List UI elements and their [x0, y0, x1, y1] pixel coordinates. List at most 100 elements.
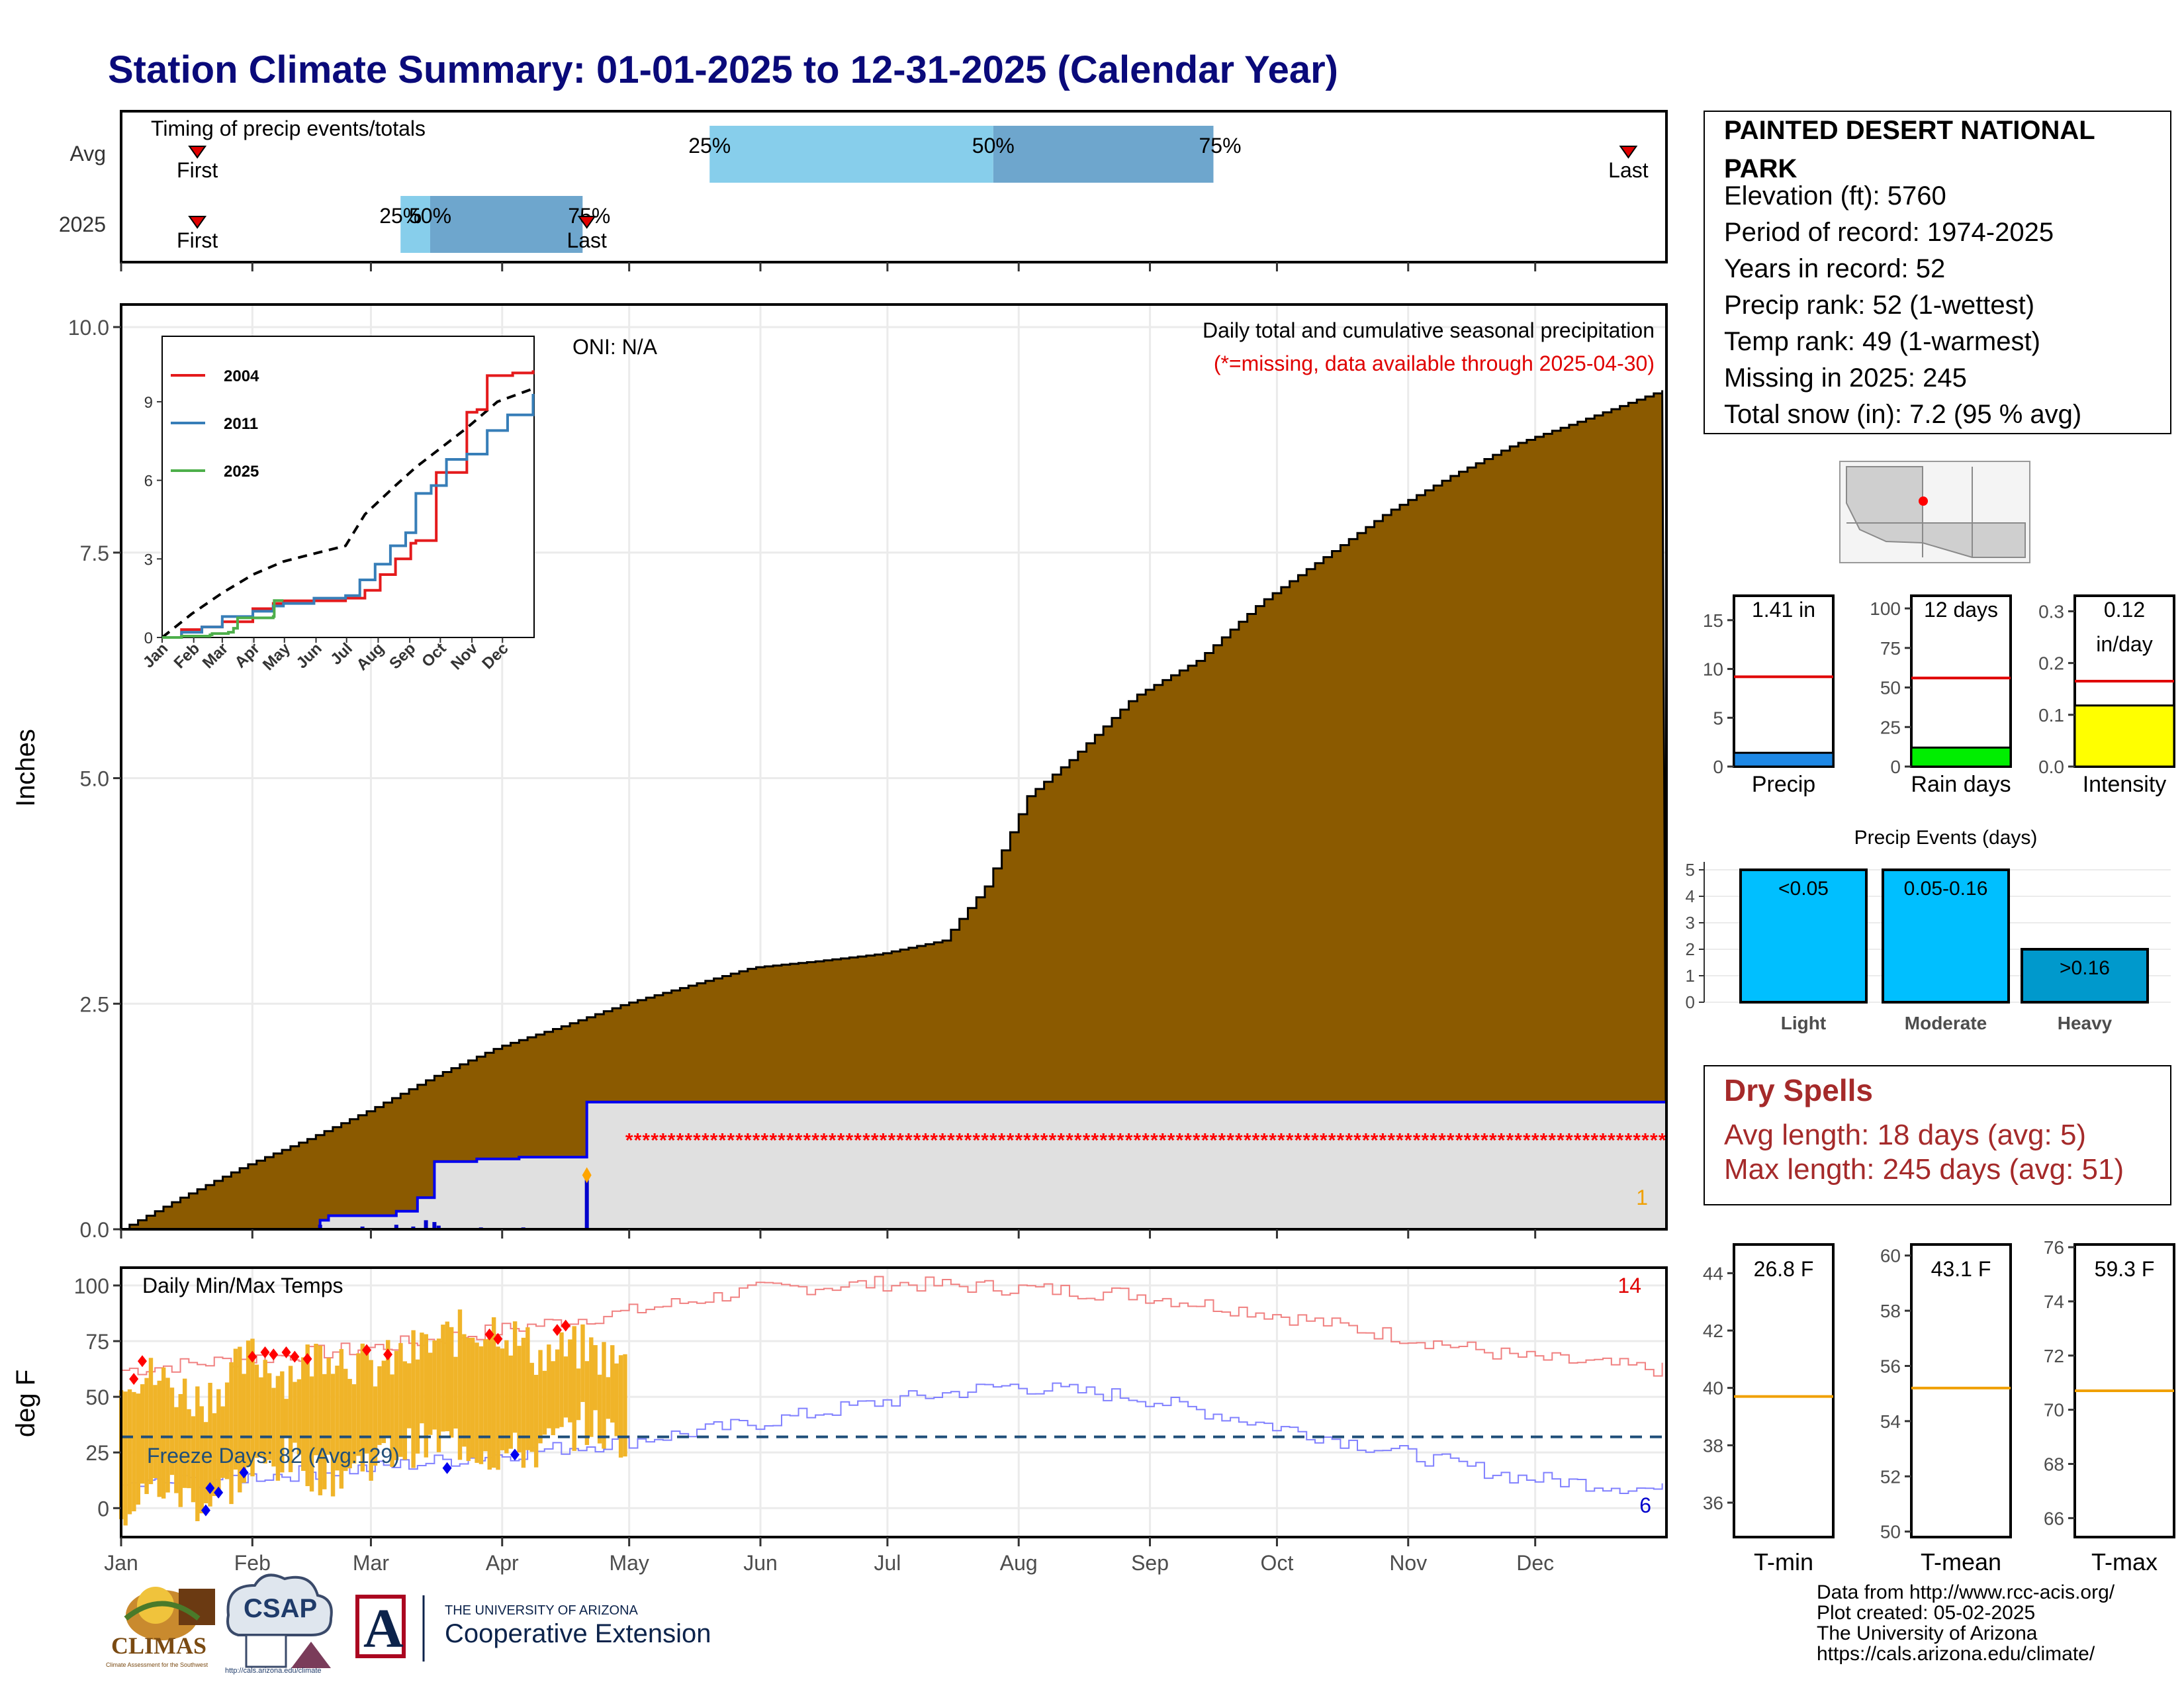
- precip-ytick-label: 10.0: [68, 316, 109, 340]
- daily-temp-bar: [284, 1399, 289, 1438]
- daily-precip-bar: [424, 1220, 428, 1229]
- timing-panel: Timing of precip events/totals Avg 2025 …: [59, 110, 1668, 271]
- temp-box-value-label: 26.8 F: [1754, 1257, 1814, 1281]
- missing-marker: *: [1201, 1130, 1209, 1152]
- timing-marker-label: Last: [567, 228, 607, 252]
- missing-marker: *: [1430, 1130, 1437, 1152]
- mini-bar-tick-label: 0.0: [2038, 757, 2064, 777]
- missing-marker: *: [1277, 1130, 1285, 1152]
- missing-marker: *: [947, 1130, 955, 1152]
- daily-temp-bar: [369, 1360, 373, 1481]
- daily-temp-bar: [174, 1407, 179, 1493]
- missing-marker: *: [1599, 1130, 1607, 1152]
- missing-marker: *: [1269, 1130, 1277, 1152]
- missing-marker: *: [1252, 1130, 1260, 1152]
- daily-temp-bar: [216, 1389, 221, 1491]
- missing-marker: *: [1015, 1130, 1023, 1152]
- timing-row-avg: Avg: [69, 142, 106, 165]
- missing-marker: *: [829, 1130, 837, 1152]
- daily-temp-bar: [271, 1387, 276, 1467]
- daily-temp-bar: [614, 1363, 619, 1436]
- daily-temp-bar: [169, 1387, 175, 1476]
- missing-marker: *: [930, 1130, 938, 1152]
- missing-marker: *: [854, 1130, 862, 1152]
- ua-logo-letter: A: [363, 1598, 404, 1660]
- daily-temp-bar: [148, 1358, 154, 1485]
- daily-temp-bar: [123, 1391, 128, 1526]
- csap-logo: [226, 1573, 333, 1668]
- missing-marker: *: [1099, 1130, 1107, 1152]
- missing-marker: *: [1489, 1130, 1497, 1152]
- daily-temp-bar: [187, 1409, 191, 1489]
- missing-marker: *: [887, 1130, 895, 1152]
- precip-ytick-label: 2.5: [80, 992, 109, 1016]
- daily-temp-bar: [275, 1376, 281, 1481]
- timing-box-lower: [709, 126, 993, 183]
- missing-marker: *: [1345, 1130, 1353, 1152]
- current-cumulative-area: [121, 1102, 1666, 1229]
- daily-temp-bar: [547, 1344, 551, 1429]
- missing-marker: *: [1557, 1130, 1565, 1152]
- missing-marker: *: [1659, 1130, 1666, 1152]
- missing-marker: *: [1650, 1130, 1658, 1152]
- daily-temp-bar: [233, 1348, 238, 1470]
- missing-marker: *: [956, 1130, 964, 1152]
- daily-temp-bar: [580, 1324, 585, 1402]
- temp-box-tick-label: 36: [1703, 1493, 1723, 1513]
- mini-bar-value: [1733, 751, 1835, 768]
- daily-temp-bar: [335, 1366, 340, 1471]
- precip-subtitle: (*=missing, data available through 2025-…: [1214, 352, 1655, 375]
- missing-marker: *: [1506, 1130, 1514, 1152]
- record-high-marker: [493, 1333, 503, 1345]
- missing-marker: *: [1023, 1130, 1031, 1152]
- daily-temp-bar: [365, 1349, 369, 1454]
- missing-marker: *: [905, 1130, 913, 1152]
- record-high-marker: [129, 1373, 139, 1385]
- daily-temp-bar: [551, 1361, 555, 1436]
- timing-row-2025: 2025: [59, 212, 106, 236]
- daily-temp-bar: [293, 1382, 297, 1443]
- daily-temp-bar: [267, 1373, 272, 1460]
- missing-marker: *: [1184, 1130, 1192, 1152]
- missing-marker: *: [1302, 1130, 1310, 1152]
- daily-temp-bar: [140, 1384, 145, 1484]
- events-bar-label: >0.16: [2060, 957, 2110, 979]
- daily-temp-bar: [576, 1368, 581, 1421]
- mini-bar-value-label: in/day: [2096, 632, 2152, 656]
- mini-bar-tick-label: 0: [1890, 757, 1901, 777]
- temp-min-count: 6: [1639, 1493, 1651, 1517]
- mini-bar-tick-label: 0.3: [2038, 601, 2064, 622]
- daily-temp-bar: [212, 1413, 217, 1496]
- missing-marker: *: [1590, 1130, 1598, 1152]
- daily-temp-bar: [568, 1339, 572, 1423]
- daily-temp-bar: [157, 1380, 161, 1497]
- missing-marker: *: [1040, 1130, 1048, 1152]
- missing-marker: *: [820, 1130, 828, 1152]
- daily-temp-bar: [296, 1379, 302, 1455]
- missing-marker: *: [1396, 1130, 1404, 1152]
- daily-temp-bar: [402, 1361, 408, 1460]
- temp-box-tick-label: 42: [1703, 1321, 1723, 1341]
- mini-bar-tick-label: 25: [1880, 717, 1901, 737]
- precip-events-panel: Precip Events (days) 0 1 2 3 4 5 <0.05 Light 0.05…: [1686, 827, 2171, 1033]
- daily-temp-bar: [351, 1384, 357, 1464]
- mini-bar-tick-label: 0.1: [2038, 705, 2064, 726]
- missing-marker: *: [761, 1130, 769, 1152]
- temp-box-value-label: 43.1 F: [1931, 1257, 1991, 1281]
- daily-temp-bar: [610, 1345, 615, 1423]
- events-tick-label: 3: [1686, 913, 1695, 933]
- daily-temp-bar: [441, 1325, 445, 1432]
- missing-marker: *: [1498, 1130, 1506, 1152]
- daily-temp-bar: [280, 1371, 285, 1473]
- daily-temp-bar: [220, 1406, 225, 1478]
- daily-temp-bar: [195, 1386, 200, 1522]
- missing-marker: *: [1057, 1130, 1065, 1152]
- record-high-marker: [561, 1319, 570, 1332]
- mini-bar-label: Rain days: [1911, 772, 2011, 797]
- missing-marker: *: [786, 1130, 794, 1152]
- average-min-temp-line: [121, 1382, 1663, 1495]
- events-tick-label: 5: [1686, 860, 1695, 880]
- daily-temp-bar: [449, 1327, 454, 1438]
- mini-bar-value-label: 1.41 in: [1752, 598, 1815, 622]
